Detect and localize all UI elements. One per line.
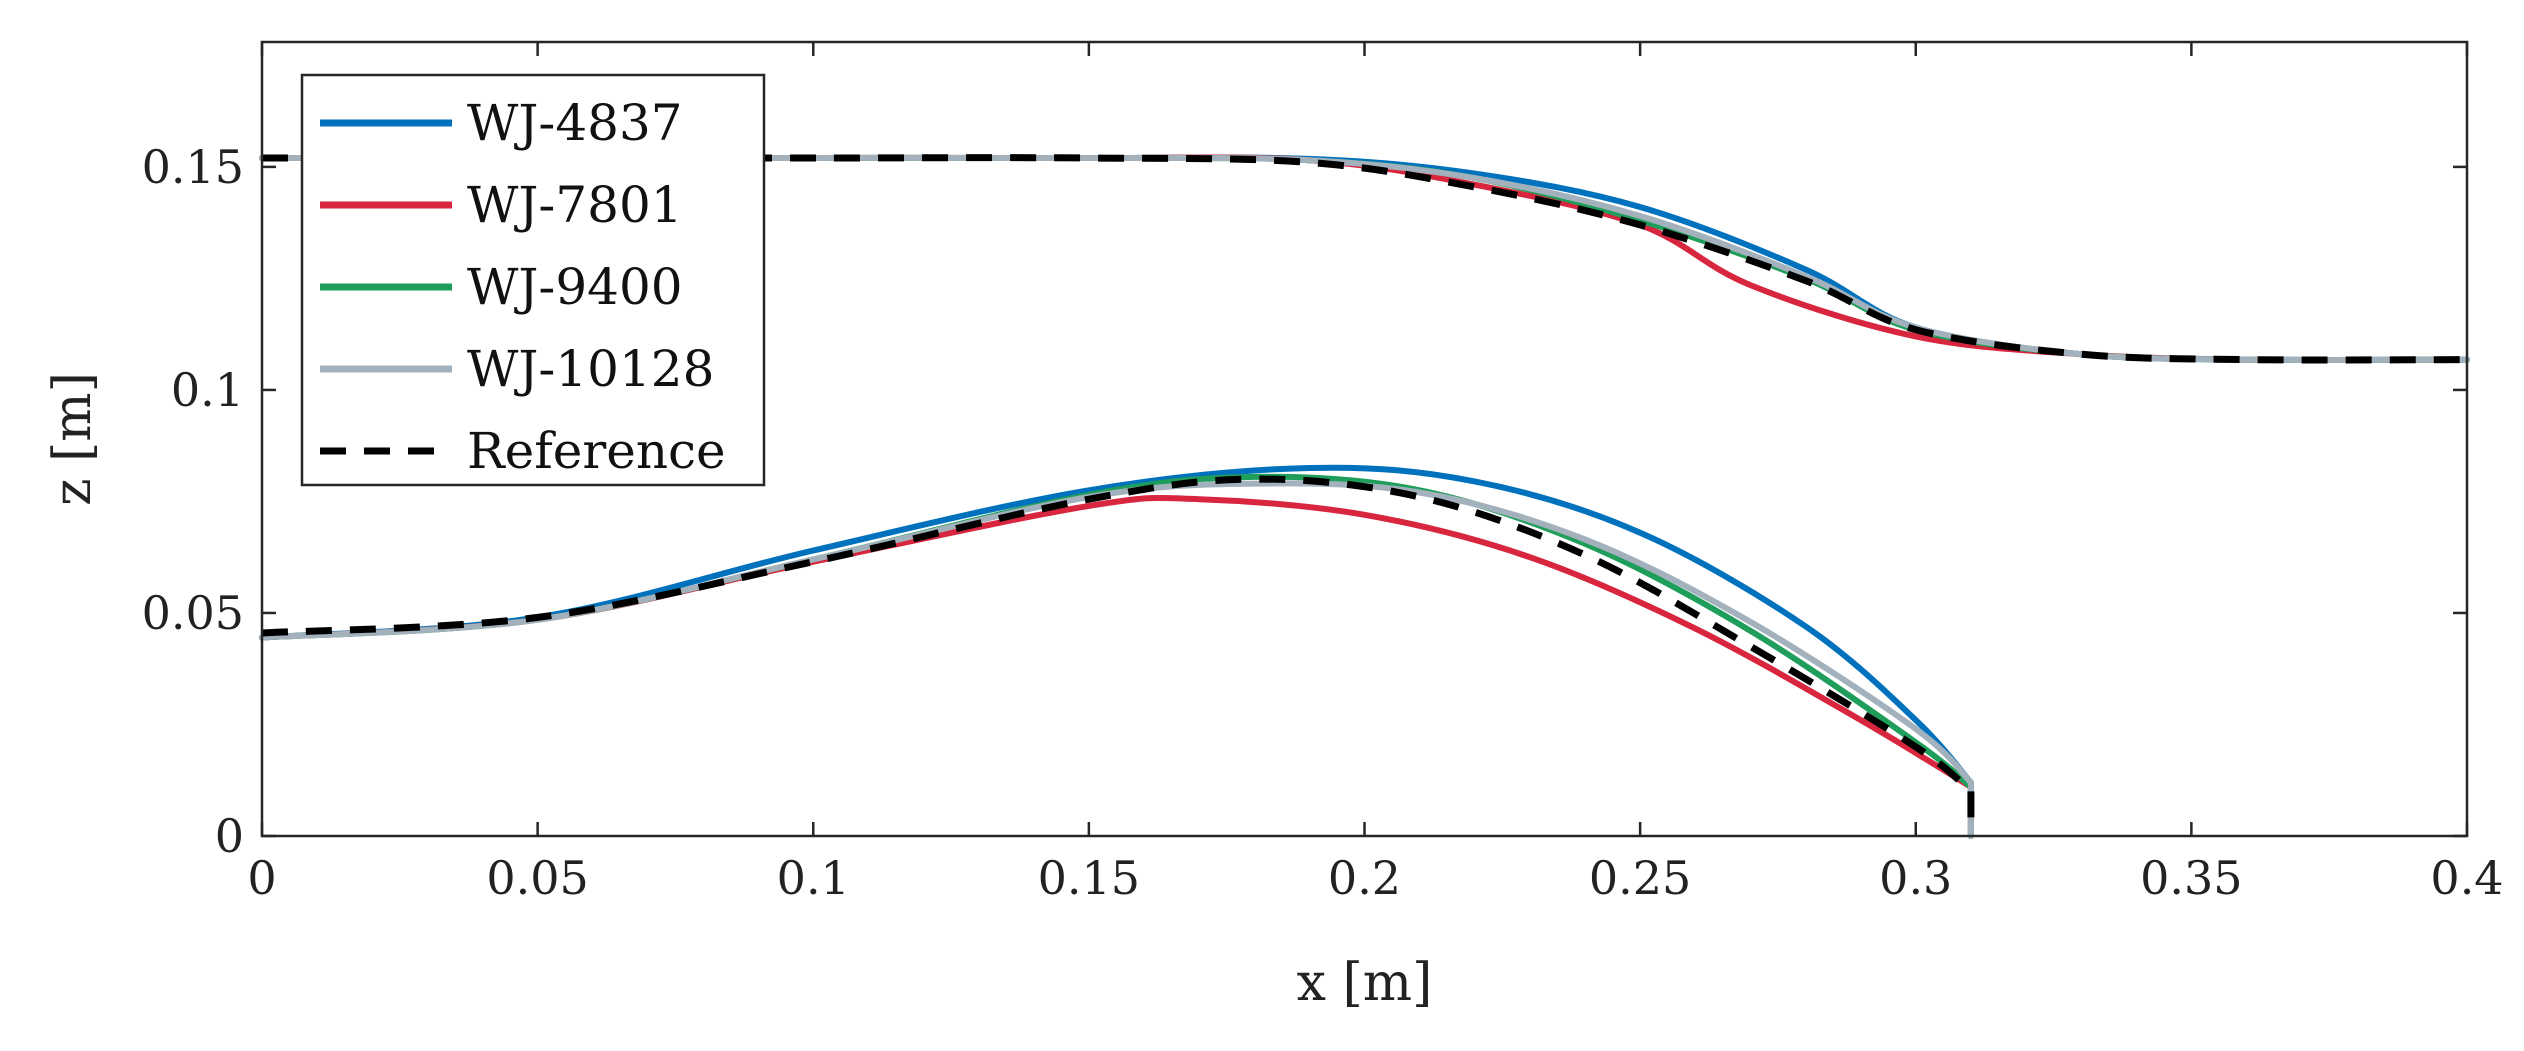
legend: WJ-4837 WJ-7801 WJ-9400 WJ-10128 Reference [300,73,766,487]
y-tick-label: 0 [215,809,244,863]
x-tick-label: 0.15 [1038,851,1140,905]
x-tick-label: 0.05 [486,851,588,905]
y-tick-label: 0.1 [171,363,244,417]
series-line-wj-10128-lower [259,480,1974,786]
x-tick-label: 0.25 [1589,851,1691,905]
y-tick-label: 0.05 [142,586,244,640]
x-tick-label: 0 [247,851,276,905]
y-tick-label: 0.15 [142,140,244,194]
x-axis-label: x [m] [1297,953,1433,1013]
legend-label: WJ-7801 [467,176,683,234]
x-tick-label: 0.35 [2140,851,2242,905]
y-axis-label: z [m] [43,372,103,506]
legend-label: WJ-9400 [467,258,683,316]
x-tick-label: 0.3 [1879,851,1952,905]
axis-tick-labels: 0 0.05 0.1 0.15 0.2 0.25 0.3 0.35 0.4 0 0.05 0.1 0.1… [142,140,2504,905]
legend-box [300,73,766,487]
legend-label: WJ-10128 [467,340,714,398]
x-tick-label: 0.1 [777,851,850,905]
legend-label: Reference [467,422,726,480]
legend-label: WJ-4837 [467,94,683,152]
x-tick-label: 0.4 [2430,851,2503,905]
series-line-reference-lower [261,475,1974,795]
axis-ticks [260,42,2469,838]
x-tick-label: 0.2 [1328,851,1401,905]
